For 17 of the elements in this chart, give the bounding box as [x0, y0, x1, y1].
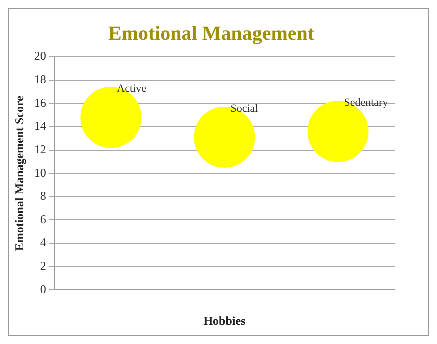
series-label: Social — [230, 102, 258, 115]
y-tick-label: 12 — [34, 142, 46, 156]
y-tick-label: 8 — [40, 189, 46, 204]
y-tick-label: 10 — [34, 166, 46, 180]
y-tick-label: 0 — [40, 282, 46, 296]
chart-title: Emotional Management — [108, 23, 315, 46]
y-tick-label: 18 — [34, 72, 46, 86]
y-tick-label: 14 — [34, 119, 46, 134]
x-axis-title: Hobbies — [204, 314, 246, 328]
y-tick-label: 4 — [40, 236, 46, 250]
y-tick-label: 16 — [34, 96, 46, 110]
y-axis-title: Emotional Management Score — [12, 95, 26, 252]
series-label: Sedentary — [344, 97, 389, 110]
series-label: Active — [117, 83, 147, 96]
y-tick-label: 20 — [34, 49, 46, 64]
y-tick-label: 2 — [40, 259, 46, 274]
y-tick-label: 6 — [40, 212, 46, 226]
